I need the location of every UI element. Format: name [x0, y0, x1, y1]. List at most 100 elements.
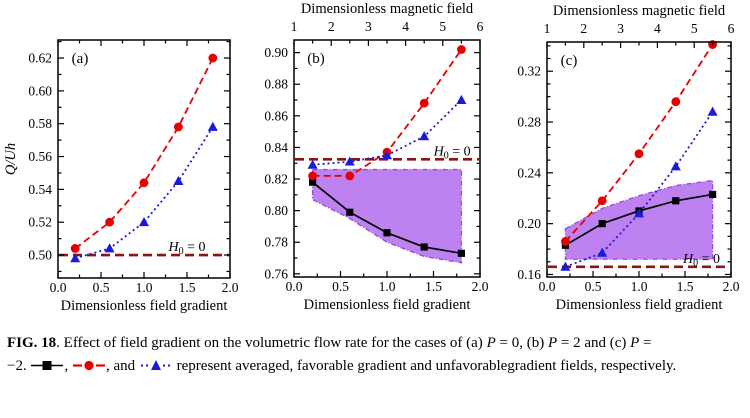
marker-circle: [345, 171, 355, 181]
tick-label: 1.0: [136, 280, 153, 295]
marker-circle: [308, 171, 317, 181]
marker-circle: [70, 244, 80, 253]
averaged-marker-icon: [31, 361, 64, 370]
tick-label: 4: [654, 21, 661, 36]
caption-fig-label: FIG. 18: [7, 335, 57, 351]
series-line: [74, 57, 214, 250]
marker-square: [309, 178, 317, 186]
marker-circle: [419, 98, 429, 108]
marker-triangle: [382, 150, 392, 160]
tick-label: 1.5: [425, 279, 442, 294]
axis-ticks: [546, 42, 732, 277]
series-averaged: [309, 178, 465, 257]
tick-label: 0.5: [93, 280, 110, 295]
chart-panel-c: H0 = 0 0.16 0.20 0.24 0.28 0.32 0.0 0.5 1.0 1.5 2.…: [517, 3, 740, 313]
marker-triangle: [173, 175, 184, 186]
marker-triangle: [634, 208, 644, 218]
marker-triangle: [207, 121, 218, 131]
top-axis-label: Dimensionless magnetic field: [301, 1, 474, 17]
x-axis-label: Dimensionless field gradient: [556, 297, 723, 313]
marker-square: [709, 190, 717, 199]
figure-panels: H0 = 0 0.50 0.52 0.54 0.56 0.58 0.60 0.62 0.0 0.5…: [3, 1, 740, 314]
tick-label: 0.5: [585, 279, 602, 294]
tick-label: 4: [402, 19, 409, 34]
caption-sep-1: ,: [64, 358, 72, 374]
caption-text-6: represent averaged, favorable gradient a…: [172, 358, 677, 374]
marker-square: [598, 220, 606, 228]
tick-label: 6: [728, 21, 735, 36]
tick-label: 2: [580, 21, 587, 36]
panel-letter: (a): [72, 51, 89, 67]
marker-triangle: [597, 247, 608, 257]
favorable-marker-icon: [72, 360, 105, 371]
tick-label: 5: [439, 19, 446, 34]
marker-circle: [561, 237, 570, 246]
caption-text-5: −2.: [7, 358, 31, 374]
marker-square: [346, 208, 354, 216]
tick-label: 0.52: [28, 215, 52, 230]
marker-square: [672, 197, 680, 205]
tick-label: 0.0: [286, 279, 303, 294]
caption-line-2: −2. , , and represent averaged, favorabl…: [7, 355, 745, 378]
tick-label: 0.78: [264, 235, 288, 250]
series-unfavorable-gradient: [307, 94, 467, 169]
marker-circle: [208, 53, 218, 63]
axis-ticks: [293, 40, 481, 277]
tick-label: 0.84: [264, 140, 288, 155]
tick-label: 0.82: [264, 172, 288, 187]
caption-text-1: . Effect of field gradient on the volume…: [56, 335, 487, 351]
marker-triangle: [70, 253, 81, 263]
tick-label: 0.90: [264, 45, 288, 60]
uncertainty-band: [564, 179, 714, 260]
caption-p3: P: [630, 335, 640, 351]
tick-label: 0.58: [28, 116, 52, 131]
tick-label: 0.62: [28, 51, 52, 66]
tick-label: 1.0: [379, 279, 396, 294]
tick-label: 0.28: [517, 115, 541, 130]
tick-label: 0.16: [517, 267, 541, 282]
caption-line-1: FIG. 18. Effect of field gradient on the…: [7, 332, 745, 355]
marker-triangle: [307, 159, 318, 169]
y-axis-label: Q/Uh: [3, 143, 19, 175]
series-unfavorable-gradient: [70, 121, 218, 263]
marker-triangle: [344, 156, 355, 166]
tick-label: 3: [365, 19, 372, 34]
uncertainty-band: [311, 168, 463, 264]
tick-label: 0.32: [517, 64, 541, 79]
tick-label: 1.0: [631, 279, 648, 294]
tick-label: 1.5: [179, 280, 196, 295]
tick-label: 2.0: [472, 279, 489, 294]
marker-circle: [139, 178, 149, 188]
tick-label: 0.5: [332, 279, 349, 294]
marker-circle: [457, 45, 466, 54]
marker-circle: [597, 196, 607, 206]
tick-label: 0.24: [517, 165, 541, 180]
h0-label: H0 = 0: [433, 144, 471, 161]
marker-circle: [671, 97, 681, 107]
tick-label: 1.5: [677, 279, 694, 294]
tick-label: 0.88: [264, 77, 288, 92]
marker-circle: [174, 122, 183, 132]
tick-label: 0.54: [28, 182, 52, 197]
marker-square: [457, 249, 465, 257]
series-unfavorable-gradient: [560, 106, 718, 271]
top-axis-label: Dimensionless magnetic field: [553, 3, 726, 19]
h0-label: H0 = 0: [167, 240, 205, 257]
h0-label: H0 = 0: [682, 252, 720, 269]
chart-panel-a: H0 = 0 0.50 0.52 0.54 0.56 0.58 0.60 0.62 0.0 0.5…: [3, 39, 239, 314]
axis-ticks: [57, 40, 231, 278]
caption-text-4: =: [639, 335, 652, 351]
marker-circle: [105, 217, 114, 227]
tick-label: 2.0: [723, 279, 740, 294]
tick-label: 6: [477, 19, 484, 34]
tick-label: 0.76: [264, 266, 288, 281]
tick-label: 3: [617, 21, 624, 36]
tick-label: 2.0: [222, 280, 239, 295]
tick-label: 0.50: [28, 248, 52, 263]
tick-label: 0.56: [28, 149, 52, 164]
marker-triangle: [707, 106, 718, 116]
tick-label: 0.0: [50, 280, 67, 295]
chart-panel-b: H0 = 0 0.76 0.78 0.80 0.82 0.84 0.86 0.88 0.90 0.…: [264, 1, 489, 313]
marker-triangle: [670, 161, 681, 171]
